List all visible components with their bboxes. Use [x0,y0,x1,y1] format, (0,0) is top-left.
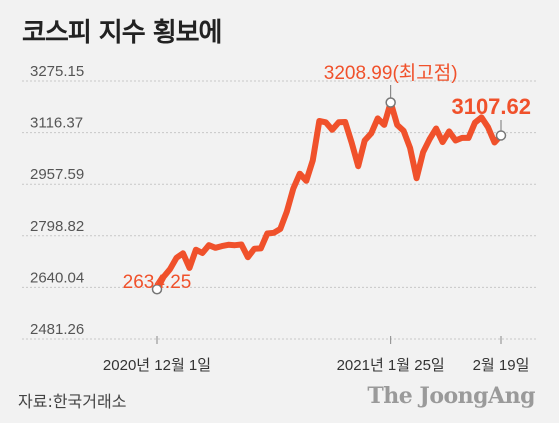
annotation-marker [151,284,163,295]
y-tick-label: 3116.37 [30,115,83,132]
annotation-label: 3107.62 [451,94,531,119]
y-tick-label: 2640.04 [30,269,84,286]
annotation-label: 3208.99(최고점) [324,62,458,84]
x-tick-label: 2월 19일 [473,357,530,374]
y-tick-label: 2481.26 [30,321,84,338]
annotation-marker [385,97,396,108]
source-note: 자료:한국거래소 [18,392,127,411]
annotation-marker [495,130,507,141]
y-tick-label: 3275.15 [30,63,84,80]
annotation-label: 2634.25 [123,272,192,293]
kospi-series-line [154,99,504,293]
annotation-layer: 2634.25 3208.99(최고점) 3107.62 [123,62,531,295]
y-tick-label: 2798.82 [30,218,84,235]
x-tick-label: 2021년 1월 25일 [337,357,445,374]
series-layer [154,99,504,293]
grid-layer [22,80,537,340]
x-tick-layer: 2020년 12월 1일 2021년 1월 25일 2월 19일 [103,336,529,374]
y-tick-label: 2957.59 [30,166,84,183]
brand-logo: The JoongAng [367,383,535,409]
y-tick-labels: 2481.26 2640.04 2798.82 2957.59 3116.37 3275.… [30,63,84,338]
x-tick-label: 2020년 12월 1일 [103,357,211,374]
chart-title: 코스피 지수 횡보에 [22,18,222,48]
